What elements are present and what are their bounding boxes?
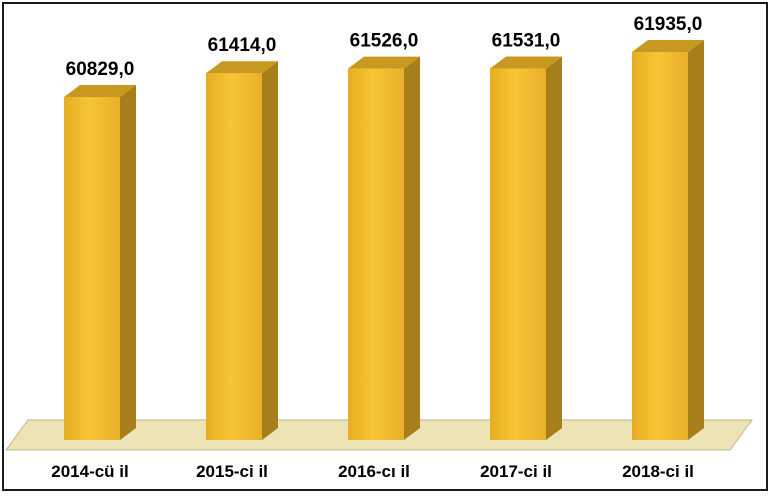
bar-side-face: [688, 40, 704, 440]
bar-top-face: [348, 56, 420, 69]
value-label: 61935,0: [634, 14, 703, 35]
bar-side-face: [120, 85, 136, 440]
value-label: 61414,0: [208, 35, 277, 56]
bar-front-face: [490, 68, 546, 440]
value-label: 60829,0: [66, 59, 135, 80]
category-label: 2017-ci il: [480, 462, 552, 481]
bar-4: [490, 56, 562, 440]
bar-side-face: [404, 56, 420, 440]
category-label: 2016-cı il: [338, 462, 410, 481]
bar-3: [348, 56, 420, 440]
bar-front-face: [64, 97, 120, 440]
bar-5: [632, 40, 704, 440]
category-label: 2015-ci il: [196, 462, 268, 481]
bar-side-face: [262, 61, 278, 441]
bar-top-face: [64, 85, 136, 97]
bar-top-face: [490, 56, 562, 69]
bar-front-face: [348, 68, 404, 440]
bar-front-face: [206, 73, 262, 441]
category-label: 2018-ci il: [622, 462, 694, 481]
bar-front-face: [632, 52, 688, 440]
value-label: 61526,0: [350, 31, 419, 52]
category-label: 2014-cü il: [51, 462, 129, 481]
bar-1: [64, 85, 136, 440]
value-label: 61531,0: [492, 30, 561, 51]
bar-side-face: [546, 56, 562, 440]
bar-top-face: [632, 40, 704, 52]
bar-2: [206, 61, 278, 441]
bar-top-face: [206, 61, 278, 74]
